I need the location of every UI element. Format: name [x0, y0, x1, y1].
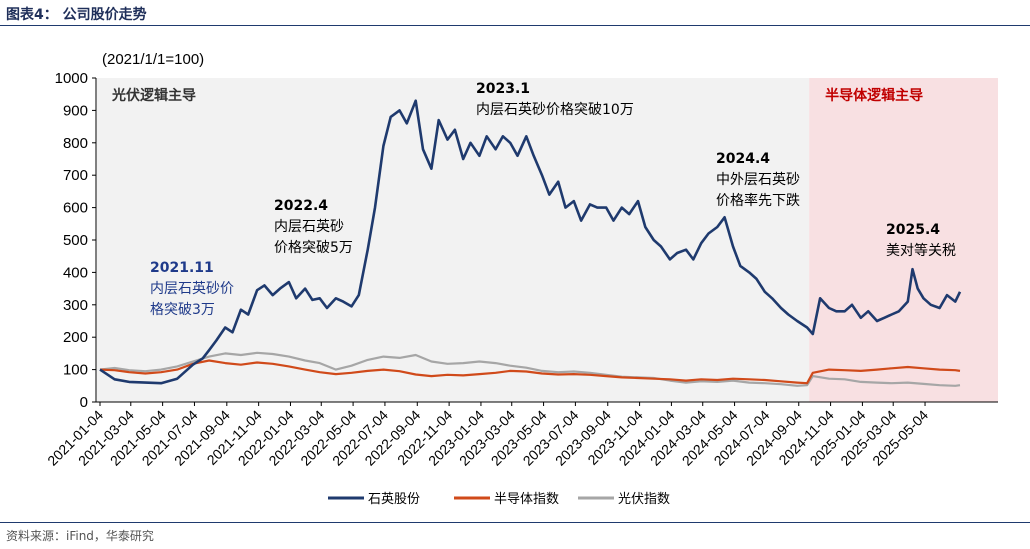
y-tick-label: 700: [63, 167, 88, 184]
region-1: [809, 78, 998, 402]
series-layer: [99, 99, 962, 387]
y-tick-label: 1000: [55, 70, 88, 87]
region-label-1: 半导体逻辑主导: [825, 87, 923, 104]
annotation-title-2: 2023.1: [476, 81, 530, 97]
y-tick-label: 600: [63, 200, 88, 217]
annotation-title-3: 2024.4: [716, 151, 770, 167]
legend-label-2: 光伏指数: [618, 492, 670, 507]
figure-header: 图表4： 公司股价走势: [6, 7, 147, 23]
y-tick-label: 900: [63, 102, 88, 119]
y-tick-label: 400: [63, 264, 88, 281]
unit-label: (2021/1/1=100): [102, 51, 204, 68]
region-label-0: 光伏逻辑主导: [111, 87, 196, 104]
y-tick-label: 800: [63, 135, 88, 152]
annotation-line-1-1: 价格突破5万: [274, 240, 353, 256]
annotation-line-0-1: 格突破3万: [150, 302, 215, 318]
source-note: 资料来源：iFind，华泰研究: [6, 529, 154, 543]
source-divider: [0, 522, 1030, 523]
legend: 石英股份 半导体指数 光伏指数: [328, 492, 670, 507]
header-divider: [0, 25, 1030, 26]
annotation-line-4-0: 美对等关税: [886, 242, 956, 259]
annotation-title-1: 2022.4: [274, 198, 328, 214]
axes-layer: 0 100 200 300 400 500 600 700 800 900 1000 (2021/1/…: [44, 51, 998, 469]
annotation-line-0-0: 内层石英砂价: [150, 280, 234, 297]
y-tick-label: 300: [63, 297, 88, 314]
y-tick-label: 0: [80, 394, 88, 411]
series-line-2: [99, 351, 961, 387]
annotation-title-4: 2025.4: [886, 222, 940, 238]
annotation-title-0: 2021.11: [150, 260, 214, 276]
annotation-line-3-1: 价格率先下跌: [716, 192, 800, 209]
annotation-line-2-0: 内层石英砂价格突破10万: [476, 101, 634, 118]
y-tick-label: 100: [63, 362, 88, 379]
series-line-0: [99, 99, 962, 385]
series-line-1: [99, 359, 961, 385]
legend-label-0: 石英股份: [368, 492, 420, 507]
legend-label-1: 半导体指数: [494, 492, 559, 507]
annotation-line-1-0: 内层石英砂: [274, 218, 344, 235]
y-tick-label: 500: [63, 232, 88, 249]
y-tick-label: 200: [63, 329, 88, 346]
annotation-line-3-0: 中外层石英砂: [716, 171, 800, 188]
